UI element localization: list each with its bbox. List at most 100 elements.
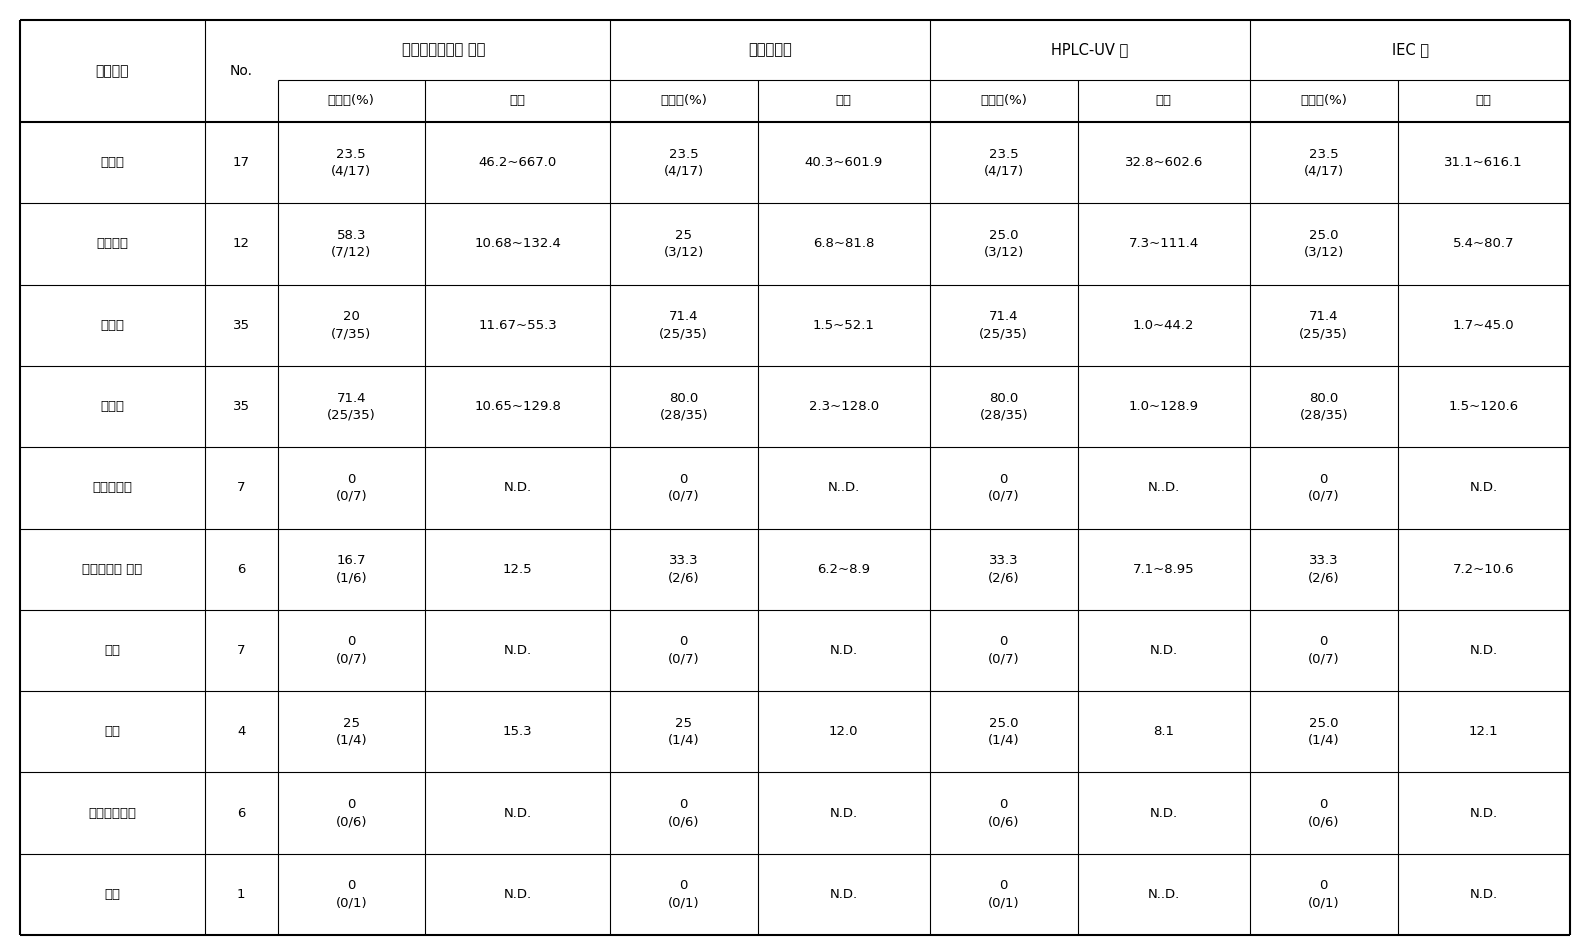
Text: 25
(3/12): 25 (3/12) (664, 229, 704, 259)
Text: 20
(7/35): 20 (7/35) (331, 311, 372, 340)
Text: 검출율(%): 검출율(%) (661, 94, 707, 107)
Text: N.D.: N.D. (1150, 807, 1177, 820)
Text: N.D.: N.D. (1470, 807, 1498, 820)
Text: 설탕: 설탕 (105, 725, 121, 738)
Text: 71.4
(25/35): 71.4 (25/35) (1300, 311, 1347, 340)
Text: 46.2~667.0: 46.2~667.0 (478, 156, 556, 169)
Text: N.D.: N.D. (1470, 482, 1498, 494)
Text: N.D.: N.D. (829, 644, 858, 657)
Text: 0
(0/1): 0 (0/1) (1308, 880, 1340, 909)
Text: 범위: 범위 (836, 94, 852, 107)
Text: 4: 4 (237, 725, 245, 738)
Text: 71.4
(25/35): 71.4 (25/35) (659, 311, 709, 340)
Text: 0
(0/6): 0 (0/6) (988, 798, 1020, 828)
Text: 7.3~111.4: 7.3~111.4 (1128, 238, 1198, 251)
Text: 23.5
(4/17): 23.5 (4/17) (984, 147, 1023, 178)
Text: 33.3
(2/6): 33.3 (2/6) (667, 554, 699, 584)
Text: N.D.: N.D. (504, 644, 532, 657)
Text: N.D.: N.D. (1150, 644, 1177, 657)
Text: 검출율(%): 검출율(%) (1300, 94, 1347, 107)
Text: 6: 6 (237, 807, 245, 820)
Text: 0
(0/7): 0 (0/7) (667, 636, 699, 665)
Text: 0
(0/7): 0 (0/7) (335, 473, 367, 503)
Text: 0
(0/7): 0 (0/7) (1308, 636, 1340, 665)
Text: 7.2~10.6: 7.2~10.6 (1452, 562, 1514, 576)
Text: 15.3: 15.3 (502, 725, 532, 738)
Text: 80.0
(28/35): 80.0 (28/35) (1300, 391, 1347, 422)
Text: 0
(0/1): 0 (0/1) (667, 880, 699, 909)
Text: N.D.: N.D. (504, 807, 532, 820)
Text: 과실주: 과실주 (100, 400, 124, 413)
Text: 11.67~55.3: 11.67~55.3 (478, 319, 556, 332)
Text: 23.5
(4/17): 23.5 (4/17) (1303, 147, 1344, 178)
Text: 5.4~80.7: 5.4~80.7 (1452, 238, 1514, 251)
Text: 7: 7 (237, 644, 245, 657)
Text: 25.0
(1/4): 25.0 (1/4) (1308, 716, 1340, 747)
Text: 식품유형: 식품유형 (95, 64, 129, 78)
Text: 8.1: 8.1 (1154, 725, 1174, 738)
Text: 0
(0/6): 0 (0/6) (1308, 798, 1340, 828)
Text: 1.0~128.9: 1.0~128.9 (1128, 400, 1198, 413)
Text: 6: 6 (237, 562, 245, 576)
Text: 0
(0/1): 0 (0/1) (988, 880, 1020, 909)
Text: 58.3
(7/12): 58.3 (7/12) (331, 229, 372, 259)
Text: 검출율(%): 검출율(%) (327, 94, 375, 107)
Text: N.D.: N.D. (504, 888, 532, 901)
Text: 16.7
(1/6): 16.7 (1/6) (335, 554, 367, 584)
Text: 모니어윌티엄스 변법: 모니어윌티엄스 변법 (402, 43, 485, 58)
Text: 6.8~81.8: 6.8~81.8 (814, 238, 874, 251)
Text: 25
(1/4): 25 (1/4) (667, 716, 699, 747)
Text: 25.0
(1/4): 25.0 (1/4) (988, 716, 1020, 747)
Text: 1.5~52.1: 1.5~52.1 (814, 319, 874, 332)
Text: 40.3~601.9: 40.3~601.9 (804, 156, 883, 169)
Text: N.D.: N.D. (1470, 888, 1498, 901)
Text: 23.5
(4/17): 23.5 (4/17) (331, 147, 372, 178)
Text: 32.8~602.6: 32.8~602.6 (1125, 156, 1203, 169)
Text: 23.5
(4/17): 23.5 (4/17) (664, 147, 704, 178)
Text: 물엿: 물엿 (105, 644, 121, 657)
Text: 71.4
(25/35): 71.4 (25/35) (327, 391, 375, 422)
Text: 절임류: 절임류 (100, 319, 124, 332)
Text: 2.3~128.0: 2.3~128.0 (809, 400, 879, 413)
Text: N..D.: N..D. (1147, 888, 1181, 901)
Text: 17: 17 (232, 156, 249, 169)
Text: HPLC-UV 법: HPLC-UV 법 (1052, 43, 1128, 58)
Text: 7: 7 (237, 482, 245, 494)
Text: 당절임: 당절임 (100, 156, 124, 169)
Text: N.D.: N.D. (504, 482, 532, 494)
Text: N.D.: N.D. (829, 807, 858, 820)
Text: 0
(0/7): 0 (0/7) (1308, 473, 1340, 503)
Text: 1.0~44.2: 1.0~44.2 (1133, 319, 1195, 332)
Text: N..D.: N..D. (828, 482, 860, 494)
Text: 0
(0/7): 0 (0/7) (988, 473, 1020, 503)
Text: 범위: 범위 (1155, 94, 1171, 107)
Text: 1.5~120.6: 1.5~120.6 (1449, 400, 1519, 413)
Text: 발효식초: 발효식초 (97, 238, 129, 251)
Text: 10.68~132.4: 10.68~132.4 (474, 238, 561, 251)
Text: 1: 1 (237, 888, 245, 901)
Text: 6.2~8.9: 6.2~8.9 (817, 562, 871, 576)
Text: 31.1~616.1: 31.1~616.1 (1444, 156, 1524, 169)
Text: 12.1: 12.1 (1468, 725, 1498, 738)
Text: 35: 35 (232, 400, 249, 413)
Text: 35: 35 (232, 319, 249, 332)
Text: 33.3
(2/6): 33.3 (2/6) (988, 554, 1020, 584)
Text: 0
(0/7): 0 (0/7) (335, 636, 367, 665)
Text: 과실채소류 음료: 과실채소류 음료 (83, 562, 143, 576)
Text: No.: No. (230, 64, 253, 78)
Text: N..D.: N..D. (1147, 482, 1181, 494)
Text: 71.4
(25/35): 71.4 (25/35) (979, 311, 1028, 340)
Text: 0
(0/7): 0 (0/7) (667, 473, 699, 503)
Text: 25.0
(3/12): 25.0 (3/12) (984, 229, 1023, 259)
Text: 80.0
(28/35): 80.0 (28/35) (979, 391, 1028, 422)
Text: 검출율(%): 검출율(%) (980, 94, 1026, 107)
Text: IEC 법: IEC 법 (1392, 43, 1429, 58)
Text: N.D.: N.D. (829, 888, 858, 901)
Text: 25
(1/4): 25 (1/4) (335, 716, 367, 747)
Text: N.D.: N.D. (1470, 644, 1498, 657)
Text: 0
(0/6): 0 (0/6) (667, 798, 699, 828)
Text: 12.0: 12.0 (829, 725, 858, 738)
Text: 범위: 범위 (1476, 94, 1492, 107)
Text: 12.5: 12.5 (502, 562, 532, 576)
Text: 0
(0/1): 0 (0/1) (335, 880, 367, 909)
